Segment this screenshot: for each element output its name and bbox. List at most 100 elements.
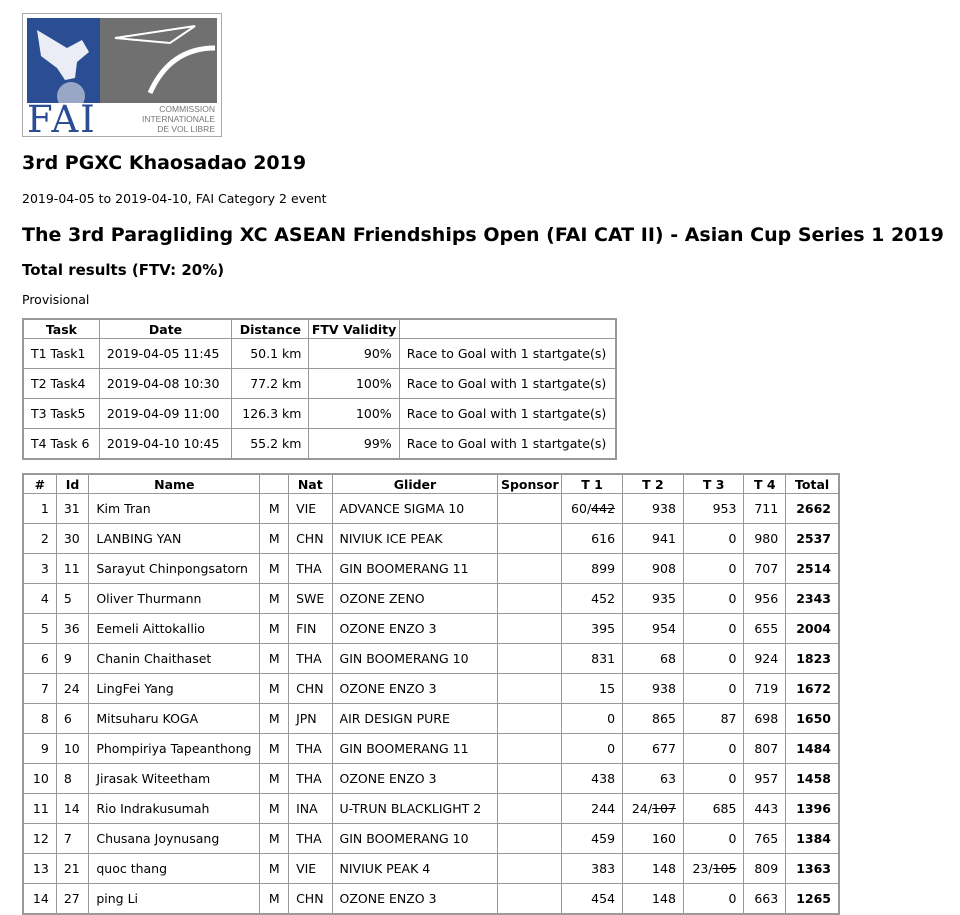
dropped-score: 105 <box>712 861 737 876</box>
score-value: 865 <box>652 711 676 726</box>
nation-cell: THA <box>288 553 333 584</box>
task-score-1: 244 <box>561 793 624 824</box>
score-value: 0 <box>728 621 737 636</box>
rank-cell: 5 <box>22 613 57 644</box>
sex-cell: M <box>259 823 290 854</box>
column-header: Total <box>785 473 840 494</box>
nation-cell: JPN <box>288 703 333 734</box>
rank-cell: 6 <box>22 643 57 674</box>
id-cell: 31 <box>55 493 90 524</box>
table-row: 12 7 Chusana Joynusang M THA GIN BOOMERANG 10… <box>22 823 840 854</box>
sponsor-cell <box>497 493 563 524</box>
column-header <box>259 473 290 494</box>
sex-cell: M <box>259 793 290 824</box>
task-score-2: 148 <box>622 883 684 915</box>
pilot-name: Chanin Chaithaset <box>88 643 261 674</box>
score-value: 452 <box>591 591 616 606</box>
score-value: 924 <box>754 651 779 666</box>
column-header: FTV Validity <box>308 318 400 339</box>
task-score-1: 899 <box>561 553 624 584</box>
column-header: Glider <box>331 473 499 494</box>
task-cell: 2019-04-10 10:45 <box>98 428 233 460</box>
task-score-1: 0 <box>561 703 624 734</box>
task-score-1: 452 <box>561 583 624 614</box>
column-header: T 4 <box>743 473 787 494</box>
score-value: 160 <box>652 831 676 846</box>
task-cell: 126.3 km <box>231 398 310 429</box>
score-value: 685 <box>712 801 737 816</box>
task-score-4: 807 <box>743 733 787 764</box>
score-value: 0 <box>728 591 737 606</box>
task-score-4: 809 <box>743 853 787 884</box>
score-value: 655 <box>754 621 779 636</box>
sex-cell: M <box>259 763 290 794</box>
table-row: 6 9 Chanin Chaithaset M THA GIN BOOMERANG 10 8… <box>22 643 840 674</box>
sex-cell: M <box>259 493 290 524</box>
sponsor-cell <box>497 763 563 794</box>
task-score-3: 0 <box>682 583 745 614</box>
score-value: 15 <box>599 681 616 696</box>
table-row: 5 36 Eemeli Aittokallio M FIN OZONE ENZO 3 395… <box>22 613 840 644</box>
total-score: 2662 <box>785 493 840 524</box>
column-header: Date <box>98 318 233 339</box>
glider-cell: ADVANCE SIGMA 10 <box>331 493 499 524</box>
score-value: 980 <box>754 531 779 546</box>
task-score-2: 938 <box>622 493 684 524</box>
sex-cell: M <box>259 553 290 584</box>
column-header: Id <box>55 473 90 494</box>
sex-cell: M <box>259 613 290 644</box>
total-score: 2343 <box>785 583 840 614</box>
tasks-table: Task Date Distance FTV Validity T1 Task1 2019… <box>22 318 617 460</box>
nation-cell: CHN <box>288 883 333 915</box>
task-cell: Race to Goal with 1 startgate(s) <box>398 368 617 399</box>
results-title: Total results (FTV: 20%) <box>22 261 225 279</box>
rank-cell: 10 <box>22 763 57 794</box>
column-header: Task <box>22 318 100 339</box>
sponsor-cell <box>497 793 563 824</box>
score-value: 0 <box>607 711 616 726</box>
nation-cell: THA <box>288 823 333 854</box>
task-score-1: 0 <box>561 733 624 764</box>
task-cell: T3 Task5 <box>22 398 100 429</box>
nation-cell: CHN <box>288 673 333 704</box>
task-score-4: 765 <box>743 823 787 854</box>
id-cell: 7 <box>55 823 90 854</box>
task-score-2: 954 <box>622 613 684 644</box>
score-value: 899 <box>591 561 616 576</box>
score-value: 443 <box>754 801 779 816</box>
task-cell: 100% <box>308 398 400 429</box>
score-value: 616 <box>591 531 616 546</box>
task-score-4: 707 <box>743 553 787 584</box>
score-value: 87 <box>720 711 737 726</box>
table-row: 3 11 Sarayut Chinpongsatorn M THA GIN BOOMERA… <box>22 553 840 584</box>
score-value: 807 <box>754 741 779 756</box>
rank-cell: 12 <box>22 823 57 854</box>
score-value: 663 <box>754 891 779 906</box>
table-row: 7 24 LingFei Yang M CHN OZONE ENZO 3 15 938 0 719… <box>22 673 840 704</box>
rank-cell: 8 <box>22 703 57 734</box>
score-value: 677 <box>652 741 676 756</box>
task-score-4: 443 <box>743 793 787 824</box>
task-cell: 55.2 km <box>231 428 310 460</box>
rank-cell: 1 <box>22 493 57 524</box>
task-score-2: 63 <box>622 763 684 794</box>
total-score: 2537 <box>785 523 840 554</box>
pilot-name: Sarayut Chinpongsatorn <box>88 553 261 584</box>
task-score-3: 0 <box>682 553 745 584</box>
score-value: 938 <box>652 501 676 516</box>
sponsor-cell <box>497 853 563 884</box>
sponsor-cell <box>497 883 563 915</box>
task-cell: 90% <box>308 338 400 369</box>
id-cell: 9 <box>55 643 90 674</box>
rank-cell: 14 <box>22 883 57 915</box>
column-header: Name <box>88 473 261 494</box>
id-cell: 21 <box>55 853 90 884</box>
task-cell: Race to Goal with 1 startgate(s) <box>398 428 617 460</box>
task-score-2: 68 <box>622 643 684 674</box>
table-header: Task Date Distance FTV Validity <box>22 318 617 339</box>
id-cell: 8 <box>55 763 90 794</box>
task-score-4: 956 <box>743 583 787 614</box>
rank-cell: 9 <box>22 733 57 764</box>
glider-cell: AIR DESIGN PURE <box>331 703 499 734</box>
